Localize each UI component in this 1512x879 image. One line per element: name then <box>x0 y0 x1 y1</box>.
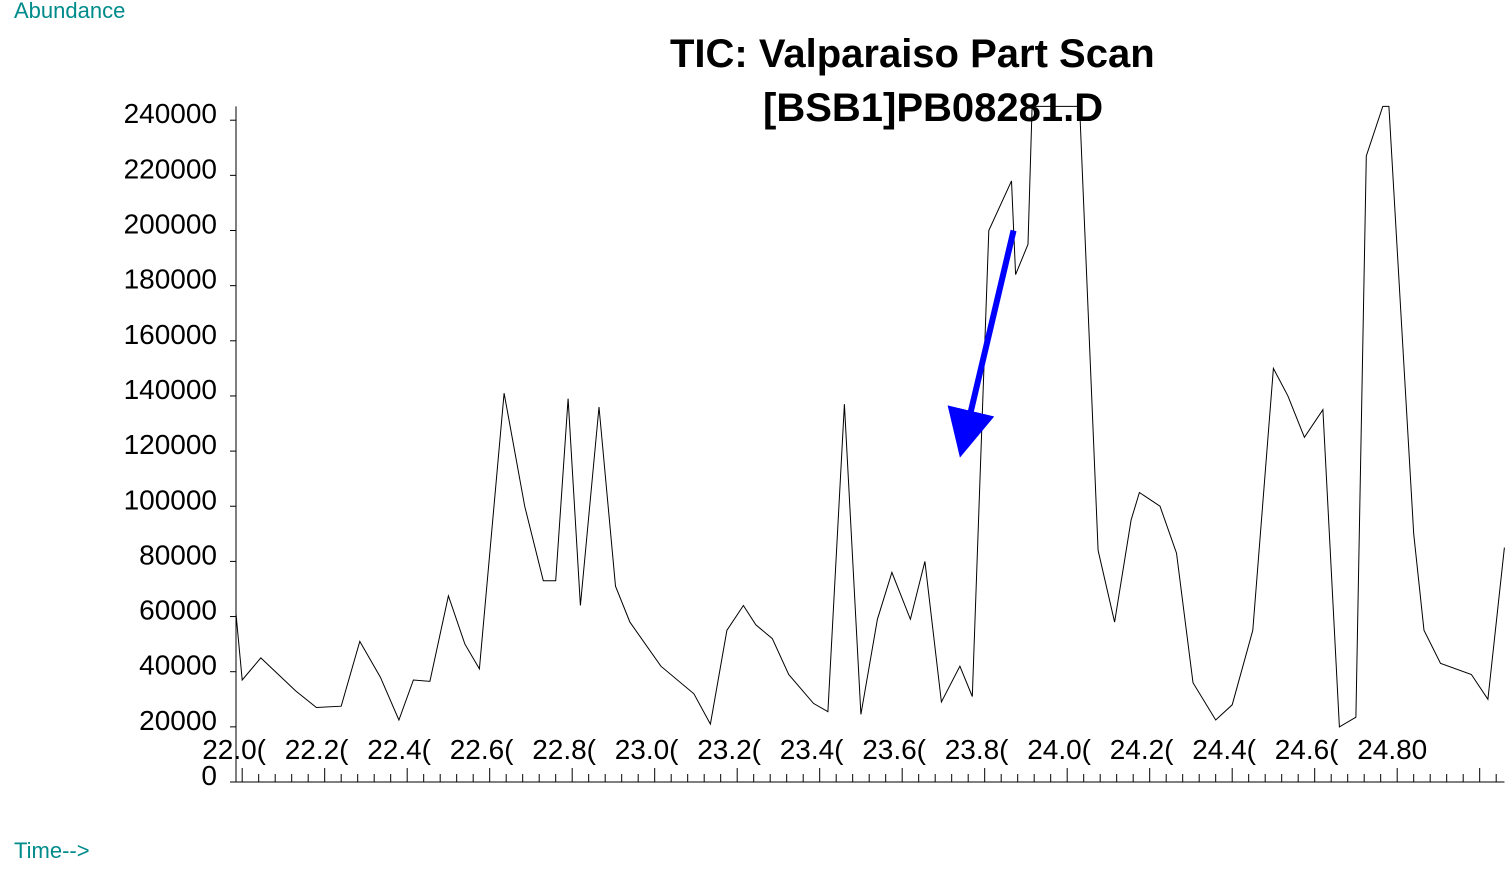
x-axis-label: Time--> <box>14 838 90 863</box>
y-tick-label: 60000 <box>139 595 217 626</box>
x-tick-label: 23.2( <box>697 734 761 765</box>
y-tick-label: 200000 <box>124 209 217 240</box>
y-tick-label: 160000 <box>124 319 217 350</box>
x-minor-ticks <box>241 768 1497 782</box>
x-tick-label: 22.2( <box>285 734 349 765</box>
x-tick-labels: 22.0( 22.2( 22.4( 22.6( 22.8( 23.0( 23.2( 23.4(… <box>202 734 1427 765</box>
y-tick-label: 100000 <box>124 484 217 515</box>
y-tick-label: 0 <box>201 760 217 791</box>
x-tick-label: 24.6( <box>1275 734 1339 765</box>
y-tick-label: 40000 <box>139 650 217 681</box>
y-tick-label: 120000 <box>124 429 217 460</box>
x-tick-label: 22.0( <box>202 734 266 765</box>
x-tick-label: 23.6( <box>862 734 926 765</box>
x-tick-label: 22.6( <box>450 734 514 765</box>
x-tick-label: 23.8( <box>945 734 1009 765</box>
y-tick-label: 140000 <box>124 374 217 405</box>
y-tick-labels: 0 20000 40000 60000 80000 100000 120000 140000 1… <box>124 98 236 791</box>
x-tick-label: 22.8( <box>532 734 596 765</box>
x-tick-label: 22.4( <box>367 734 431 765</box>
x-tick-label: 23.0( <box>615 734 679 765</box>
y-tick-label: 180000 <box>124 264 217 295</box>
y-tick-label: 240000 <box>124 98 217 129</box>
y-tick-label: 20000 <box>139 705 217 736</box>
x-tick-label: 24.2( <box>1110 734 1174 765</box>
x-tick-label: 24.0( <box>1027 734 1091 765</box>
x-tick-label: 23.4( <box>780 734 844 765</box>
chart-subtitle: [BSB1]PB08281.D <box>763 86 1103 130</box>
y-tick-label: 220000 <box>124 153 217 184</box>
chart-title: TIC: Valparaiso Part Scan <box>670 32 1155 76</box>
annotation-arrow <box>947 229 1017 458</box>
y-axis-label: Abundance <box>14 0 125 23</box>
x-tick-label: 24.80 <box>1357 734 1427 765</box>
y-tick-label: 80000 <box>139 539 217 570</box>
tic-series-line <box>235 105 1505 728</box>
x-tick-label: 24.4( <box>1192 734 1256 765</box>
